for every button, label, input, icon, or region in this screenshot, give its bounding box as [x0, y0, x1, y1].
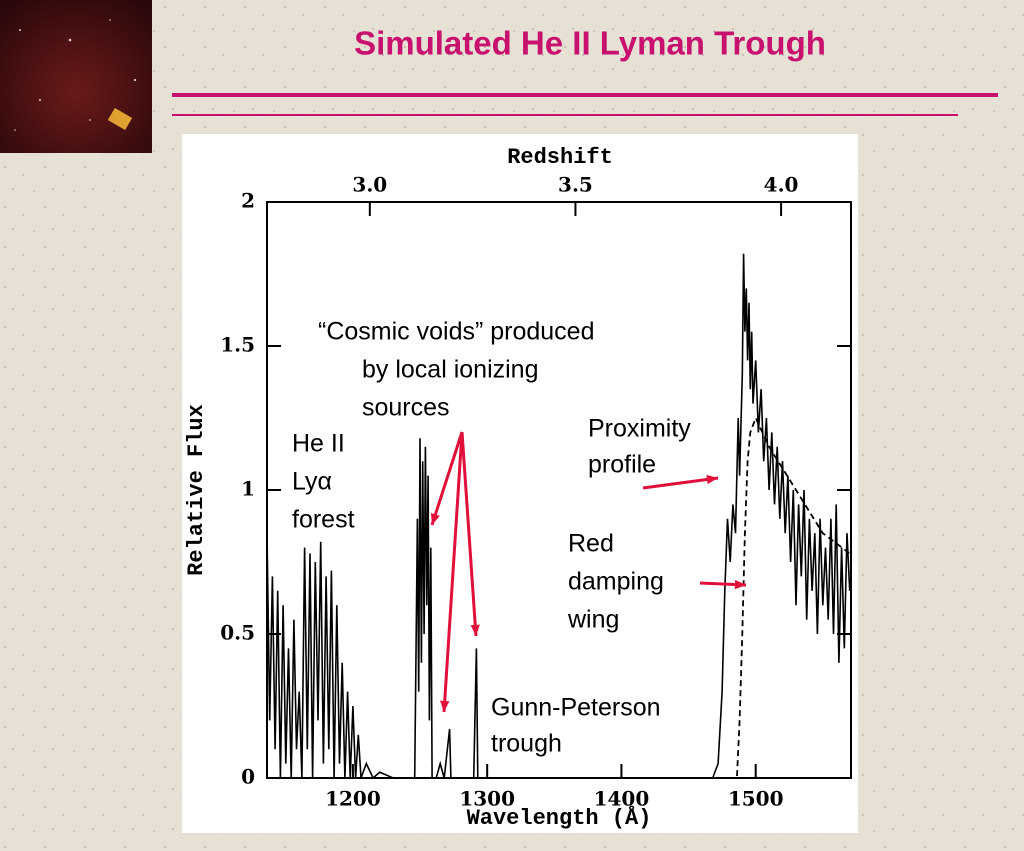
y-tick-label: 2	[241, 189, 255, 213]
arrow	[460, 431, 478, 637]
annotation: Proximity	[588, 415, 691, 443]
spectrum-line	[266, 253, 851, 780]
annotation: by local ionizing	[362, 356, 539, 384]
slide-title: Simulated He II Lyman Trough	[354, 25, 826, 62]
annotation: Lyα	[292, 468, 332, 496]
corner-image	[0, 0, 152, 153]
y-axis-label: Relative Flux	[184, 404, 209, 576]
arrow-head	[706, 474, 718, 485]
annotation: damping	[568, 568, 664, 596]
y-tick-label: 1	[241, 477, 255, 501]
x2-tick-label: 4.0	[764, 173, 799, 197]
x-tick-label: 1200	[325, 787, 381, 811]
x-tick-label: 1300	[459, 787, 515, 811]
x2-tick-label: 3.0	[352, 173, 387, 197]
annotation: “Cosmic voids” produced	[318, 318, 595, 346]
arrow-head	[470, 624, 480, 636]
x-axis-label: Wavelength (Å)	[467, 805, 652, 831]
arrow	[642, 476, 719, 490]
annotation: He II	[292, 430, 345, 458]
x-tick-label: 1400	[594, 787, 650, 811]
x2-tick-label: 3.5	[558, 173, 593, 197]
arrow-head	[430, 513, 440, 525]
arrow-head	[440, 700, 450, 712]
annotation: forest	[292, 506, 355, 534]
y-tick-label: 0.5	[220, 621, 255, 645]
satellite	[107, 107, 133, 131]
annotation: wing	[567, 606, 619, 634]
arrow	[430, 431, 464, 526]
y-tick-label: 1.5	[220, 333, 255, 357]
arrow-head	[734, 579, 746, 590]
annotation: profile	[588, 451, 656, 479]
y-tick-label: 0	[241, 765, 255, 789]
plot-panel	[182, 134, 858, 833]
x-tick-label: 1500	[728, 787, 784, 811]
spectrum-line	[728, 415, 851, 779]
annotation: sources	[362, 394, 450, 422]
stars	[14, 19, 137, 131]
arrow	[442, 431, 464, 713]
annotation: Gunn-Peterson	[491, 694, 661, 722]
annotation: Red	[568, 530, 614, 558]
x2-axis-label: Redshift	[507, 145, 613, 170]
annotation: trough	[491, 730, 562, 758]
